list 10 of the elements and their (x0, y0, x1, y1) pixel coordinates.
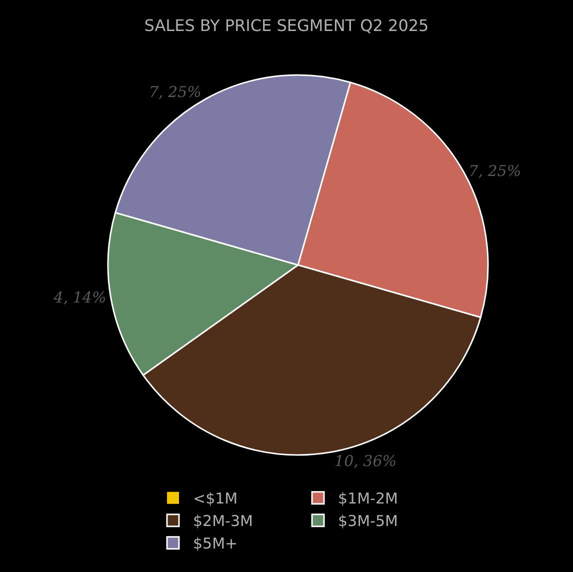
data-label: 4, 14% (52, 288, 106, 306)
chart-title: SALES BY PRICE SEGMENT Q2 2025 (144, 16, 429, 36)
legend-label: $3M-5M (338, 512, 398, 530)
data-label: 7, 25% (468, 162, 522, 180)
legend-label: $5M+ (193, 534, 238, 553)
legend-label: $2M-3M (193, 512, 253, 530)
legend-label: <$1M (193, 490, 238, 508)
legend-label: $1M-2M (338, 490, 398, 508)
data-label: 10, 36% (334, 452, 397, 470)
data-label: 7, 25% (148, 82, 202, 101)
